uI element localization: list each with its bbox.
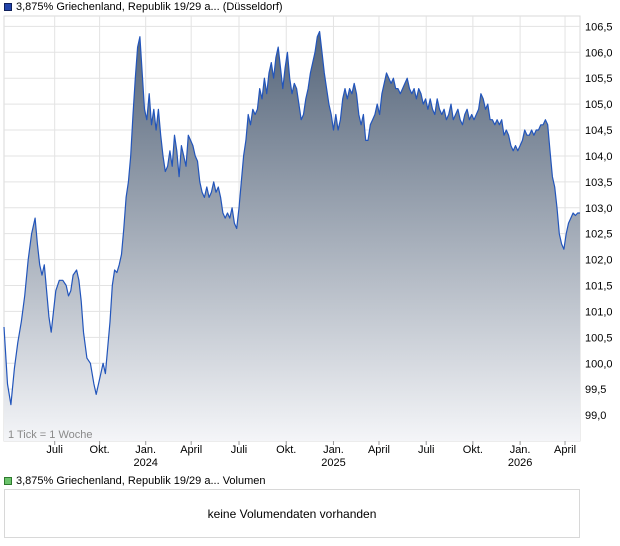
price-series-swatch [4, 3, 12, 11]
y-tick-label: 99,0 [585, 410, 606, 422]
x-tick-year-label: 2025 [321, 457, 345, 469]
y-tick-label: 103,5 [585, 177, 613, 189]
x-tick-label: Jan. [135, 444, 156, 456]
volume-legend: 3,875% Griechenland, Republik 19/29 a...… [4, 474, 266, 488]
y-tick-label: 104,0 [585, 151, 613, 163]
tick-interval-note: 1 Tick = 1 Woche [8, 429, 92, 441]
volume-panel: keine Volumendaten vorhanden [4, 489, 580, 538]
y-tick-label: 102,5 [585, 229, 613, 241]
x-tick-label: Okt. [90, 444, 110, 456]
y-tick-label: 101,0 [585, 306, 613, 318]
price-legend: 3,875% Griechenland, Republik 19/29 a...… [4, 0, 283, 14]
no-volume-message: keine Volumendaten vorhanden [207, 507, 377, 521]
volume-series-label: 3,875% Griechenland, Republik 19/29 a...… [16, 475, 266, 487]
x-tick-year-label: 2024 [133, 457, 157, 469]
x-tick-label: Jan. [323, 444, 344, 456]
y-tick-label: 101,5 [585, 281, 613, 293]
x-tick-label: Okt. [463, 444, 483, 456]
y-tick-label: 103,0 [585, 203, 613, 215]
price-series-label: 3,875% Griechenland, Republik 19/29 a...… [16, 1, 283, 13]
x-tick-label: Jan. [510, 444, 531, 456]
volume-series-swatch [4, 477, 12, 485]
x-tick-label: April [554, 444, 576, 456]
x-tick-label: April [180, 444, 202, 456]
y-tick-label: 104,5 [585, 125, 613, 137]
y-tick-label: 105,0 [585, 99, 613, 111]
x-tick-label: Okt. [276, 444, 296, 456]
price-series-line [3, 30, 580, 406]
y-tick-label: 100,0 [585, 358, 613, 370]
x-tick-label: Juli [231, 444, 248, 456]
x-tick-label: Juli [46, 444, 63, 456]
y-tick-label: 106,5 [585, 21, 613, 33]
x-tick-year-label: 2026 [508, 457, 532, 469]
y-tick-label: 100,5 [585, 332, 613, 344]
price-area-fill [4, 31, 580, 441]
price-chart[interactable]: 99,0 99,5 100,0 100,5 101,0 101,5 102,0 102,5 10… [0, 0, 620, 474]
y-tick-label: 99,5 [585, 384, 606, 396]
y-tick-label: 106,0 [585, 47, 613, 59]
x-tick-label: Juli [418, 444, 435, 456]
x-tick-label: April [368, 444, 390, 456]
y-tick-label: 102,0 [585, 255, 613, 267]
y-tick-label: 105,5 [585, 73, 613, 85]
